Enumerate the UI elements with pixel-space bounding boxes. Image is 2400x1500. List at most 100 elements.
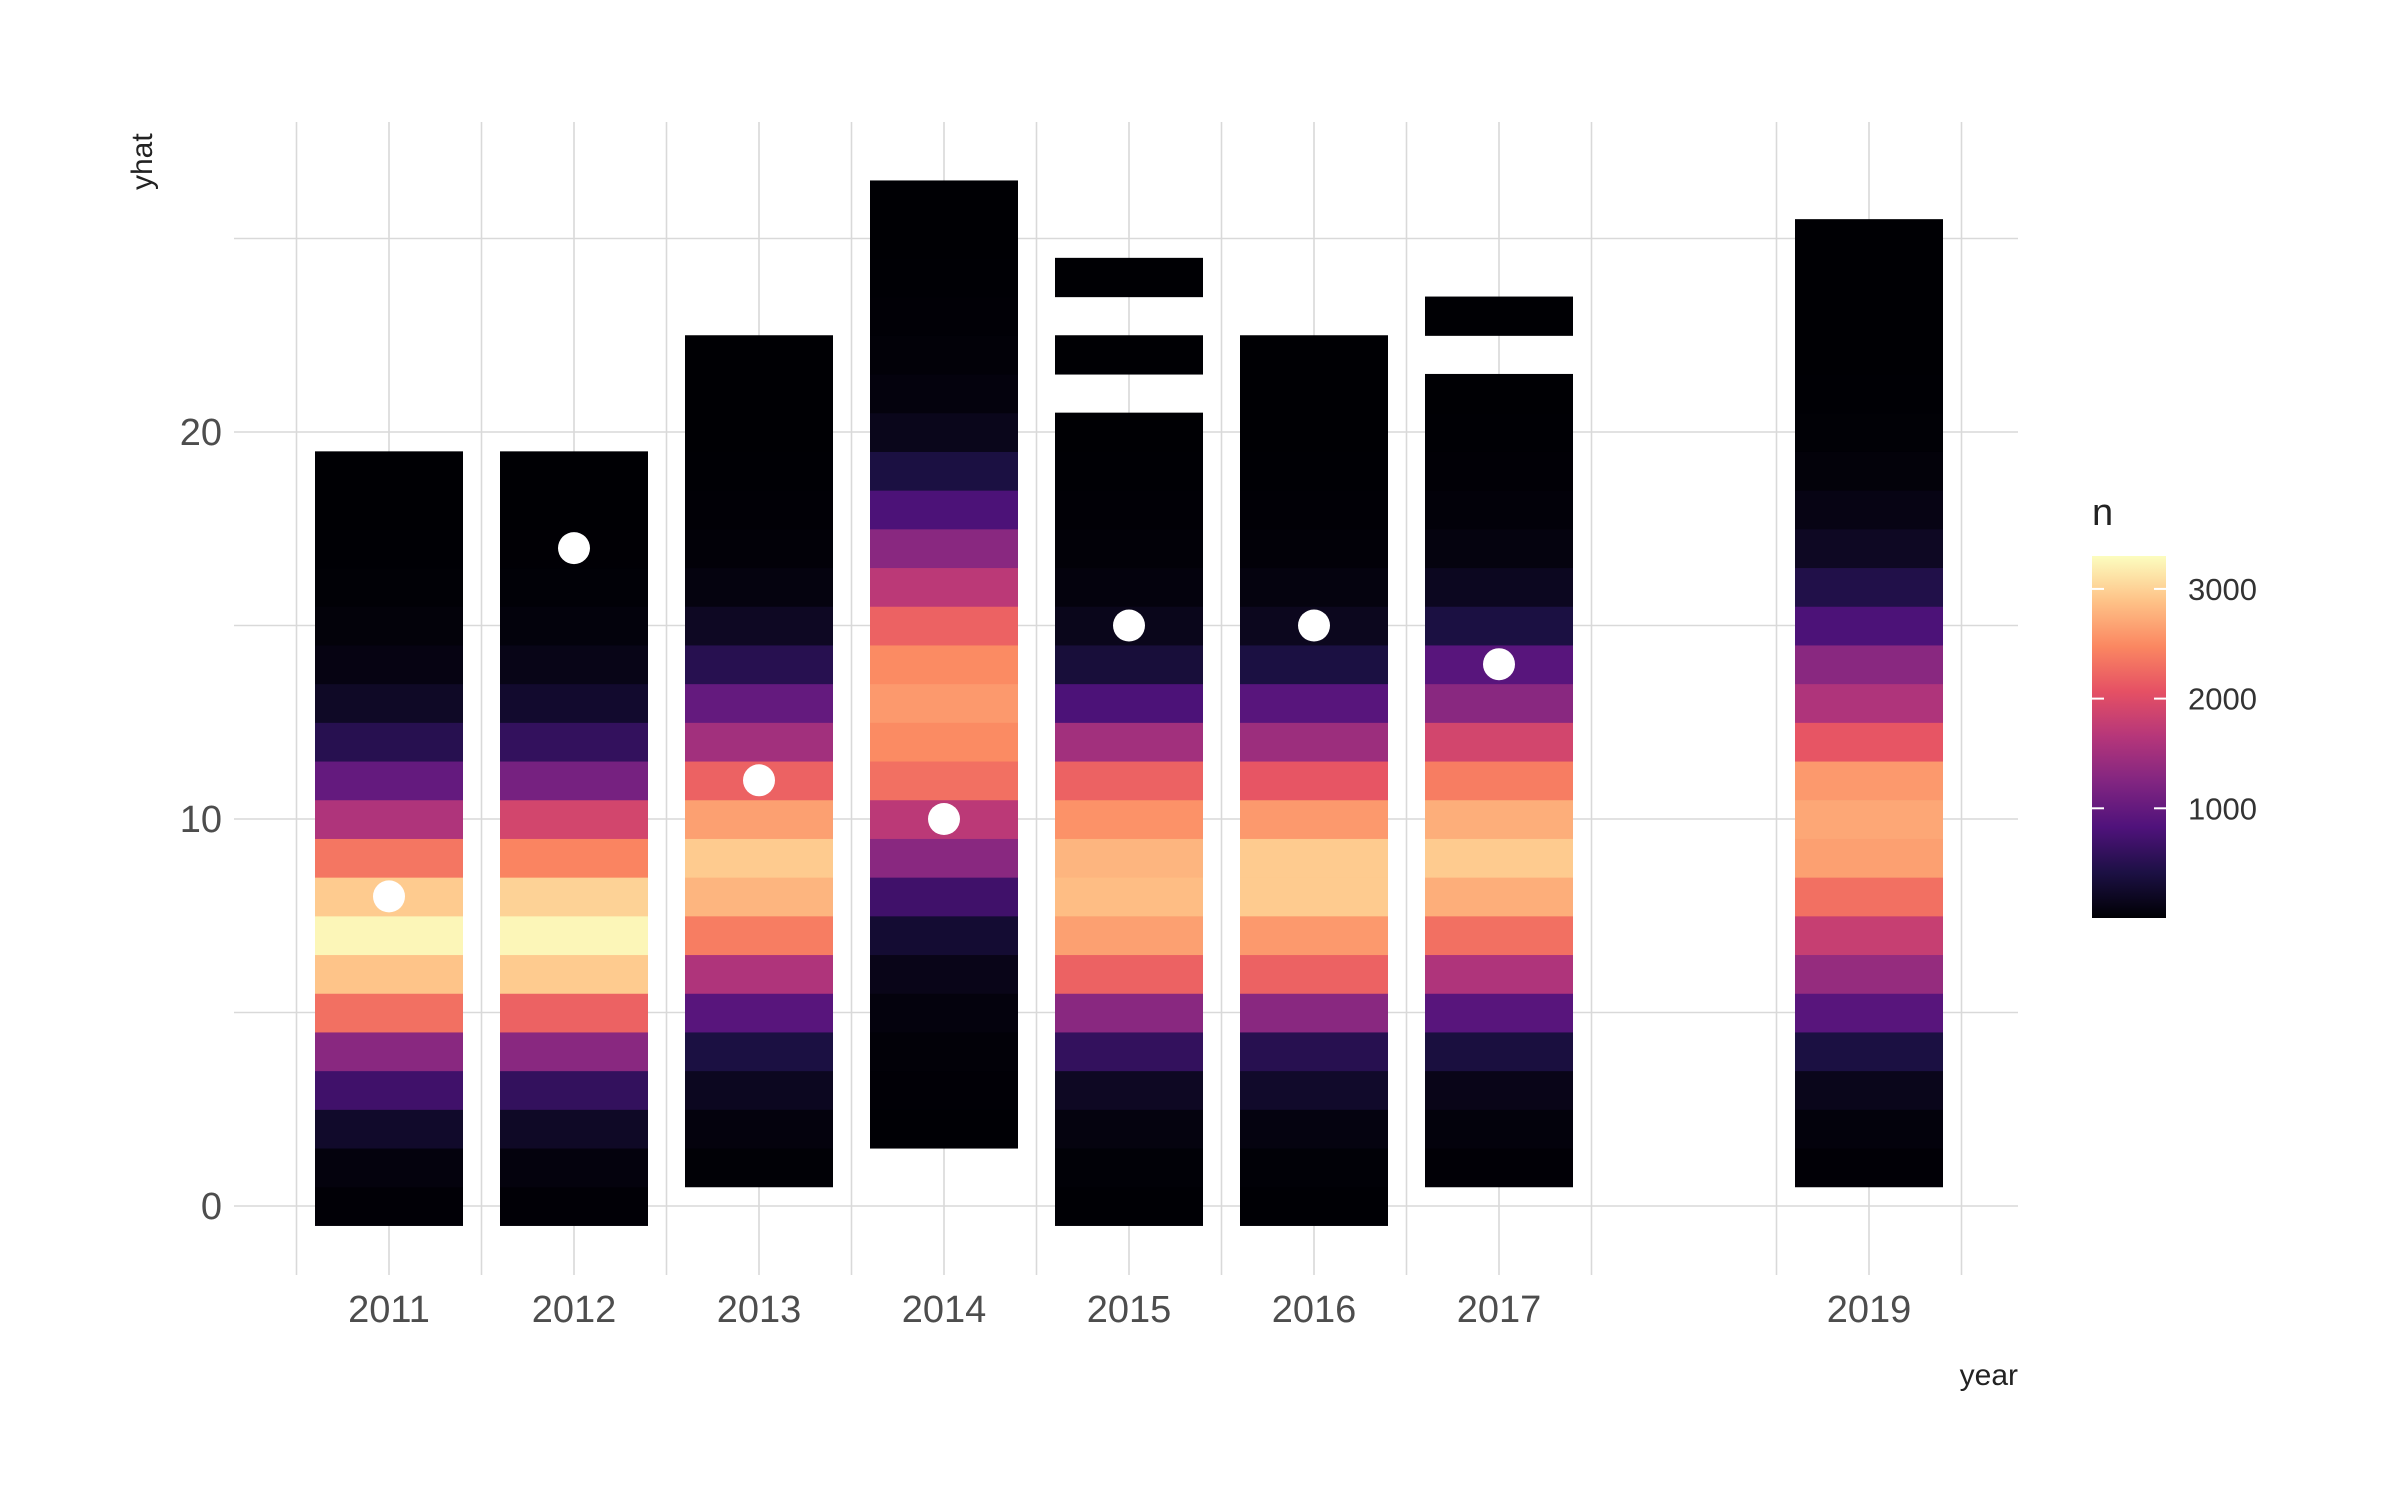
heatmap-tile [500, 1147, 648, 1188]
heatmap-tile [870, 1070, 1018, 1110]
legend-tick-label: 3000 [2188, 572, 2257, 607]
gridlines [234, 122, 2018, 1275]
point-marker [1113, 609, 1145, 642]
x-tick-label: 2011 [348, 1289, 430, 1331]
x-tick-label: 2014 [902, 1289, 987, 1331]
heatmap-tile [1240, 335, 1388, 375]
heatmap-tile [870, 644, 1018, 685]
y-tick-label: 0 [201, 1186, 222, 1228]
heatmap-tile [500, 915, 648, 956]
heatmap-tile [1425, 722, 1573, 762]
point-marker [1483, 648, 1515, 681]
heatmap-tile [1240, 490, 1388, 530]
heatmap-tile [1425, 877, 1573, 917]
x-tick-label: 2019 [1827, 1289, 1912, 1331]
heatmap-tile [500, 838, 648, 878]
point-marker [928, 803, 960, 835]
x-tick-label: 2016 [1272, 1289, 1357, 1331]
heatmap-tile [685, 528, 833, 569]
heatmap-tile [1425, 606, 1573, 646]
heatmap-tile [1425, 296, 1573, 336]
heatmap-tile [870, 296, 1018, 336]
heatmap-tile [1240, 644, 1388, 685]
heatmap-tile [685, 335, 833, 375]
legend-ticks: 1000 2000 3000 [2092, 572, 2257, 826]
heatmap-tile [500, 1031, 648, 1072]
heatmap-tile [1240, 1147, 1388, 1188]
heatmap-tile [1425, 683, 1573, 723]
heatmap-tile [685, 799, 833, 839]
x-tick-label: 2013 [717, 1289, 802, 1331]
heatmap-tile [1795, 760, 1943, 801]
heatmap-tile [870, 606, 1018, 646]
heatmap-tile [1055, 644, 1203, 685]
heatmap-tile [500, 683, 648, 723]
heatmap-tile [1425, 567, 1573, 607]
heatmap-tile [1795, 1031, 1943, 1072]
heatmap-tile [315, 451, 463, 491]
heatmap-tile [1795, 412, 1943, 452]
heatmap-tile [1240, 722, 1388, 762]
heatmap-tile [500, 993, 648, 1033]
heatmap-tile [870, 528, 1018, 569]
x-tick-label: 2012 [532, 1289, 617, 1331]
heatmap-tile [1055, 335, 1203, 375]
heatmap-tile [685, 915, 833, 956]
heatmap-tile [1240, 683, 1388, 723]
heatmap-tile [870, 1109, 1018, 1149]
heatmap-tile [870, 838, 1018, 878]
heatmap-tile [685, 606, 833, 646]
heatmap-tile [500, 606, 648, 646]
heatmap-tile [315, 644, 463, 685]
heatmap-tile [1055, 799, 1203, 839]
heatmap-tile [315, 954, 463, 994]
heatmap-tile [1055, 877, 1203, 917]
heatmap-tile [685, 373, 833, 414]
heatmap-tile [1795, 954, 1943, 994]
y-axis-title: yhat [126, 133, 159, 190]
heatmap-tile [1795, 490, 1943, 530]
legend-tick-label: 2000 [2188, 682, 2257, 717]
heatmap-tile [1425, 1031, 1573, 1072]
heatmap-tile [870, 1031, 1018, 1072]
x-axis-title: year [1960, 1359, 2018, 1392]
heatmap-tile [1795, 1109, 1943, 1149]
heatmap-tile [1055, 760, 1203, 801]
heatmap-tile [1055, 838, 1203, 878]
heatmap-tile [685, 1070, 833, 1110]
heatmap-tile [1240, 567, 1388, 607]
heatmap-tile [685, 838, 833, 878]
heatmap-tile [1425, 373, 1573, 414]
heatmap-tile [500, 490, 648, 530]
heatmap-tile [1795, 838, 1943, 878]
heatmap-tile [1055, 683, 1203, 723]
heatmap-tile [1795, 528, 1943, 569]
heatmap-tile [315, 1109, 463, 1149]
heatmap-tile [315, 760, 463, 801]
heatmap-tile [685, 1109, 833, 1149]
point-marker [743, 764, 775, 797]
heatmap-tile [1055, 412, 1203, 452]
point-marker [373, 880, 405, 913]
color-legend: n 1000 2000 3000 [2092, 492, 2257, 918]
heatmap-tile [685, 954, 833, 994]
heatmap-tile [1240, 799, 1388, 839]
point-marker [1298, 609, 1330, 642]
heatmap-tile [1055, 1186, 1203, 1226]
heatmap-tile [870, 683, 1018, 723]
legend-tick-label: 1000 [2188, 791, 2257, 826]
heatmap-tile [685, 412, 833, 452]
heatmap-tile [1425, 760, 1573, 801]
heatmap-tile [1795, 877, 1943, 917]
heatmap-tile [1240, 1031, 1388, 1072]
heatmap-tile [315, 567, 463, 607]
heatmap-tile [1240, 1109, 1388, 1149]
heatmap-tile [685, 993, 833, 1033]
heatmap-tile [1425, 1070, 1573, 1110]
point-markers [373, 532, 1515, 913]
heatmap-tile [315, 490, 463, 530]
legend-colorbar [2092, 556, 2166, 918]
heatmap-tile [870, 451, 1018, 491]
heatmap-tile [500, 799, 648, 839]
heatmap-tile [1795, 451, 1943, 491]
